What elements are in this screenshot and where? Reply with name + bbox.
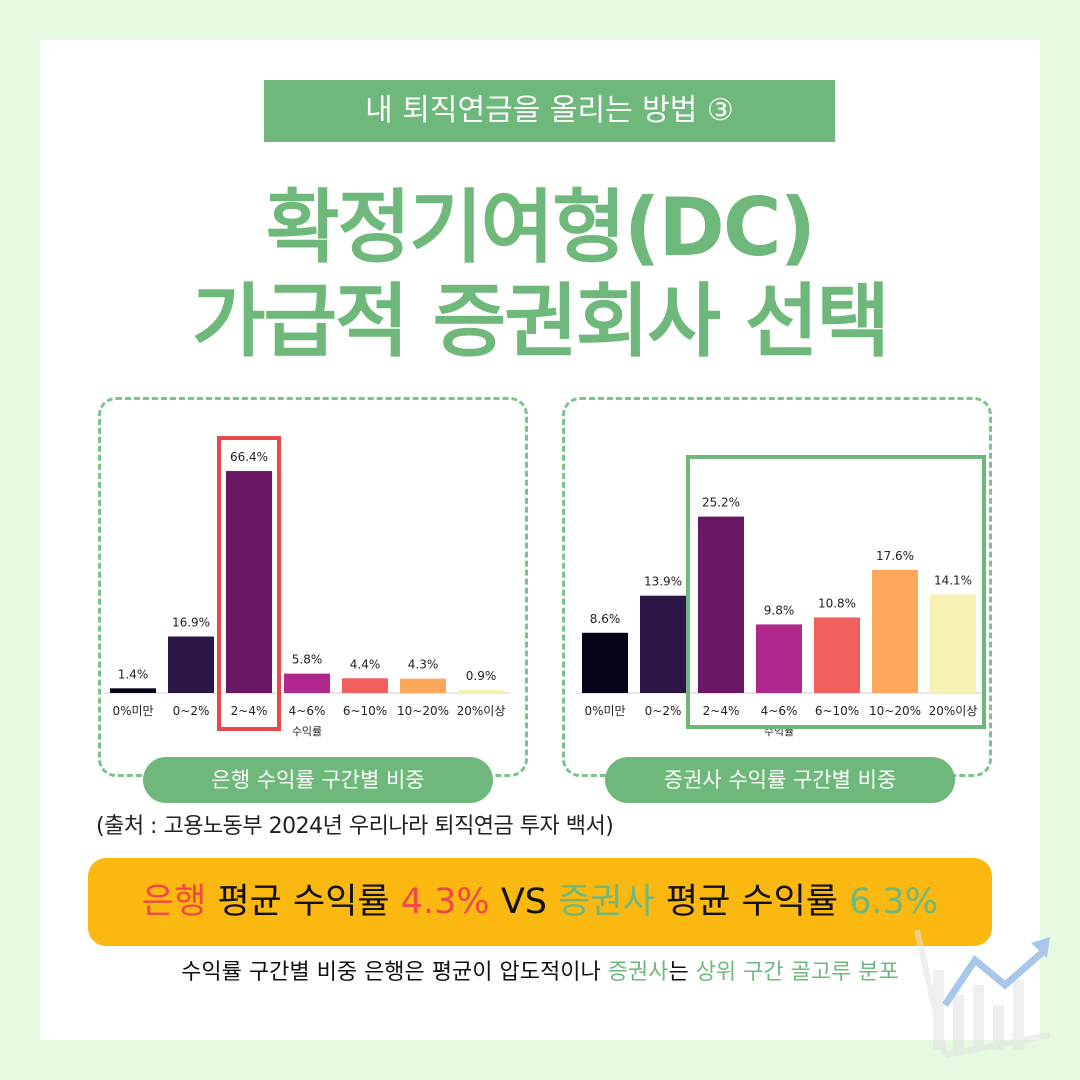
highlight-box — [217, 436, 281, 732]
x-tick-label: 2~4% — [703, 704, 740, 718]
growth-chart-icon — [914, 929, 1051, 1058]
bar-4 — [342, 678, 388, 693]
summary-bank: 은행 — [141, 882, 207, 922]
x-tick-label: 10~20% — [397, 704, 449, 718]
bar-1 — [640, 595, 686, 693]
subtitle-securities: 증권사 — [607, 960, 669, 985]
headline-line-1: 확정기여형(DC) — [265, 181, 816, 274]
bar-value-label: 4.4% — [350, 657, 381, 671]
bar-value-label: 1.4% — [118, 667, 149, 681]
bar-value-label: 66.4% — [230, 450, 268, 464]
source-note: (출처 : 고용노동부 2024년 우리나라 퇴직연금 투자 백서) — [96, 814, 614, 839]
summary-subtitle: 수익률 구간별 비중 은행은 평균이 압도적이나 증권사는 상위 구간 골고루 … — [0, 958, 1080, 988]
bar-value-label: 10.8% — [818, 596, 856, 610]
bar-value-label: 4.3% — [408, 658, 439, 672]
bar-2 — [226, 471, 272, 693]
bar-value-label: 17.6% — [876, 549, 914, 563]
summary-vs: VS — [500, 882, 547, 922]
x-tick-label: 6~10% — [815, 704, 859, 718]
x-tick-label: 2~4% — [231, 704, 268, 718]
summary-avg-label-2: 평균 수익률 — [665, 882, 839, 922]
x-tick-label: 0~2% — [173, 704, 210, 718]
x-tick-label: 20%이상 — [929, 704, 978, 718]
section-banner: 내 퇴직연금을 올리는 방법 ③ — [264, 80, 835, 142]
x-tick-label: 0%미만 — [584, 704, 625, 718]
bar-value-label: 25.2% — [702, 496, 740, 510]
bank-chart-caption: 은행 수익률 구간별 비중 — [143, 757, 493, 803]
subtitle-part-3: 는 — [668, 960, 689, 985]
highlight-box — [686, 455, 986, 729]
x-tick-label: 10~20% — [869, 704, 921, 718]
bar-6 — [458, 689, 504, 693]
bar-value-label: 16.9% — [172, 616, 210, 630]
securities-bar-chart: 8.6% 0%미만 13.9% 0~2% 25.2% 2~4% 9.8% 4~6% 10.8% 6… — [576, 455, 986, 738]
summary-securities: 증권사 — [558, 882, 655, 922]
bar-value-label: 14.1% — [934, 573, 972, 587]
subtitle-highlight: 상위 구간 골고루 분포 — [695, 960, 899, 985]
bar-5 — [400, 678, 446, 693]
bar-value-label: 0.9% — [466, 669, 497, 683]
summary-banner: 은행 평균 수익률 4.3% VS 증권사 평균 수익률 6.3% — [88, 858, 992, 946]
summary-avg-label-1: 평균 수익률 — [217, 882, 390, 922]
x-tick-label: 0~2% — [645, 704, 682, 718]
bar-0 — [582, 632, 628, 693]
bar-value-label: 13.9% — [644, 575, 682, 589]
bar-4 — [814, 617, 860, 693]
bar-3 — [756, 624, 802, 693]
headline-line-2: 가급적 증권회사 선택 — [191, 275, 890, 368]
bar-0 — [110, 688, 156, 693]
x-tick-label: 6~10% — [343, 704, 387, 718]
securities-chart-caption: 증권사 수익률 구간별 비중 — [605, 757, 955, 803]
x-tick-label: 4~6% — [761, 704, 798, 718]
bar-value-label: 5.8% — [292, 653, 323, 667]
bar-value-label: 8.6% — [590, 612, 621, 626]
x-axis-label: 수익률 — [292, 725, 322, 738]
bar-2 — [698, 516, 744, 693]
x-tick-label: 4~6% — [289, 704, 326, 718]
bar-1 — [168, 636, 214, 693]
bar-value-label: 9.8% — [764, 603, 795, 617]
subtitle-part-1: 수익률 구간별 비중 은행은 평균이 압도적이나 — [181, 960, 601, 985]
x-tick-label: 20%이상 — [457, 704, 506, 718]
summary-sec-rate: 6.3% — [849, 882, 939, 922]
bar-3 — [284, 673, 330, 693]
bar-5 — [872, 569, 918, 693]
bank-bar-chart: 1.4% 0%미만 16.9% 0~2% 66.4% 2~4% 5.8% 4~6% 4.4% 6~… — [104, 436, 510, 738]
x-tick-label: 0%미만 — [112, 704, 153, 718]
summary-bank-rate: 4.3% — [400, 882, 490, 922]
bar-6 — [930, 594, 976, 693]
